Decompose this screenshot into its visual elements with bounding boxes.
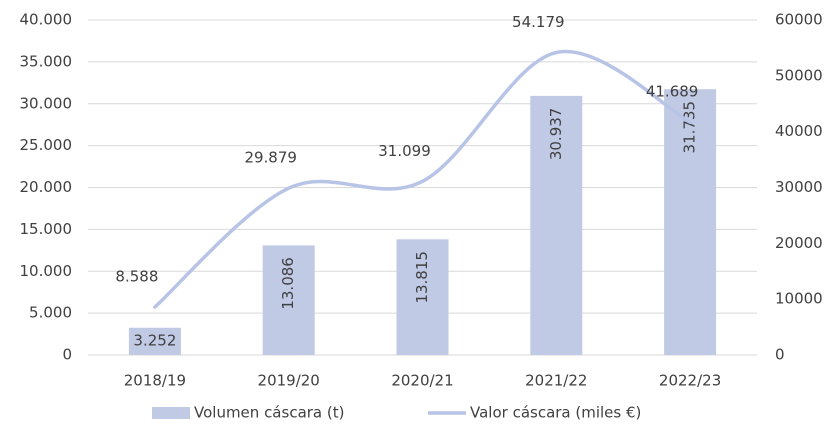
bar (262, 245, 315, 355)
line (153, 49, 692, 309)
y-tick-label: 20.000 (20, 178, 73, 196)
bar (128, 327, 181, 355)
y-tick-label: 40.000 (20, 11, 73, 29)
line-value-label: 8.588 (115, 268, 158, 286)
y2-tick-label: 50000 (775, 66, 823, 84)
y-tick-label: 15.000 (20, 220, 73, 238)
x-tick-label: 2020/21 (391, 372, 453, 390)
y2-tick-label: 60000 (775, 11, 823, 29)
bar-value-label: 13.086 (279, 257, 297, 310)
x-tick-label: 2021/22 (525, 372, 587, 390)
bar (664, 89, 717, 356)
y-tick-label: 10.000 (20, 262, 73, 280)
y-tick-label: 25.000 (20, 136, 73, 154)
bar (396, 239, 449, 355)
bar (530, 95, 583, 356)
legend-swatch (152, 407, 190, 419)
y-tick-label: 0 (62, 346, 72, 364)
x-tick-label: 2022/23 (659, 372, 721, 390)
y-tick-label: 35.000 (20, 52, 73, 70)
y2-tick-label: 30000 (775, 178, 823, 196)
y-tick-label: 5.000 (29, 304, 72, 322)
x-tick-label: 2019/20 (258, 372, 320, 390)
line-value-label: 29.879 (244, 149, 297, 167)
bar-value-label: 13.815 (413, 251, 431, 304)
bar-value-label: 30.937 (547, 108, 565, 161)
y2-tick-label: 40000 (775, 122, 823, 140)
line-value-label: 54.179 (512, 13, 565, 31)
line-value-label: 41.689 (646, 83, 699, 101)
y2-tick-label: 20000 (775, 234, 823, 252)
y2-tick-label: 10000 (775, 290, 823, 308)
legend-label: Valor cáscara (miles €) (470, 404, 641, 422)
bar-value-label: 3.252 (133, 332, 176, 350)
legend-label: Volumen cáscara (t) (194, 404, 344, 422)
y-tick-label: 30.000 (20, 94, 73, 112)
bar-value-label: 31.735 (681, 101, 699, 154)
line-value-label: 31.099 (378, 142, 431, 160)
y2-tick-label: 0 (775, 346, 785, 364)
x-tick-label: 2018/19 (124, 372, 186, 390)
